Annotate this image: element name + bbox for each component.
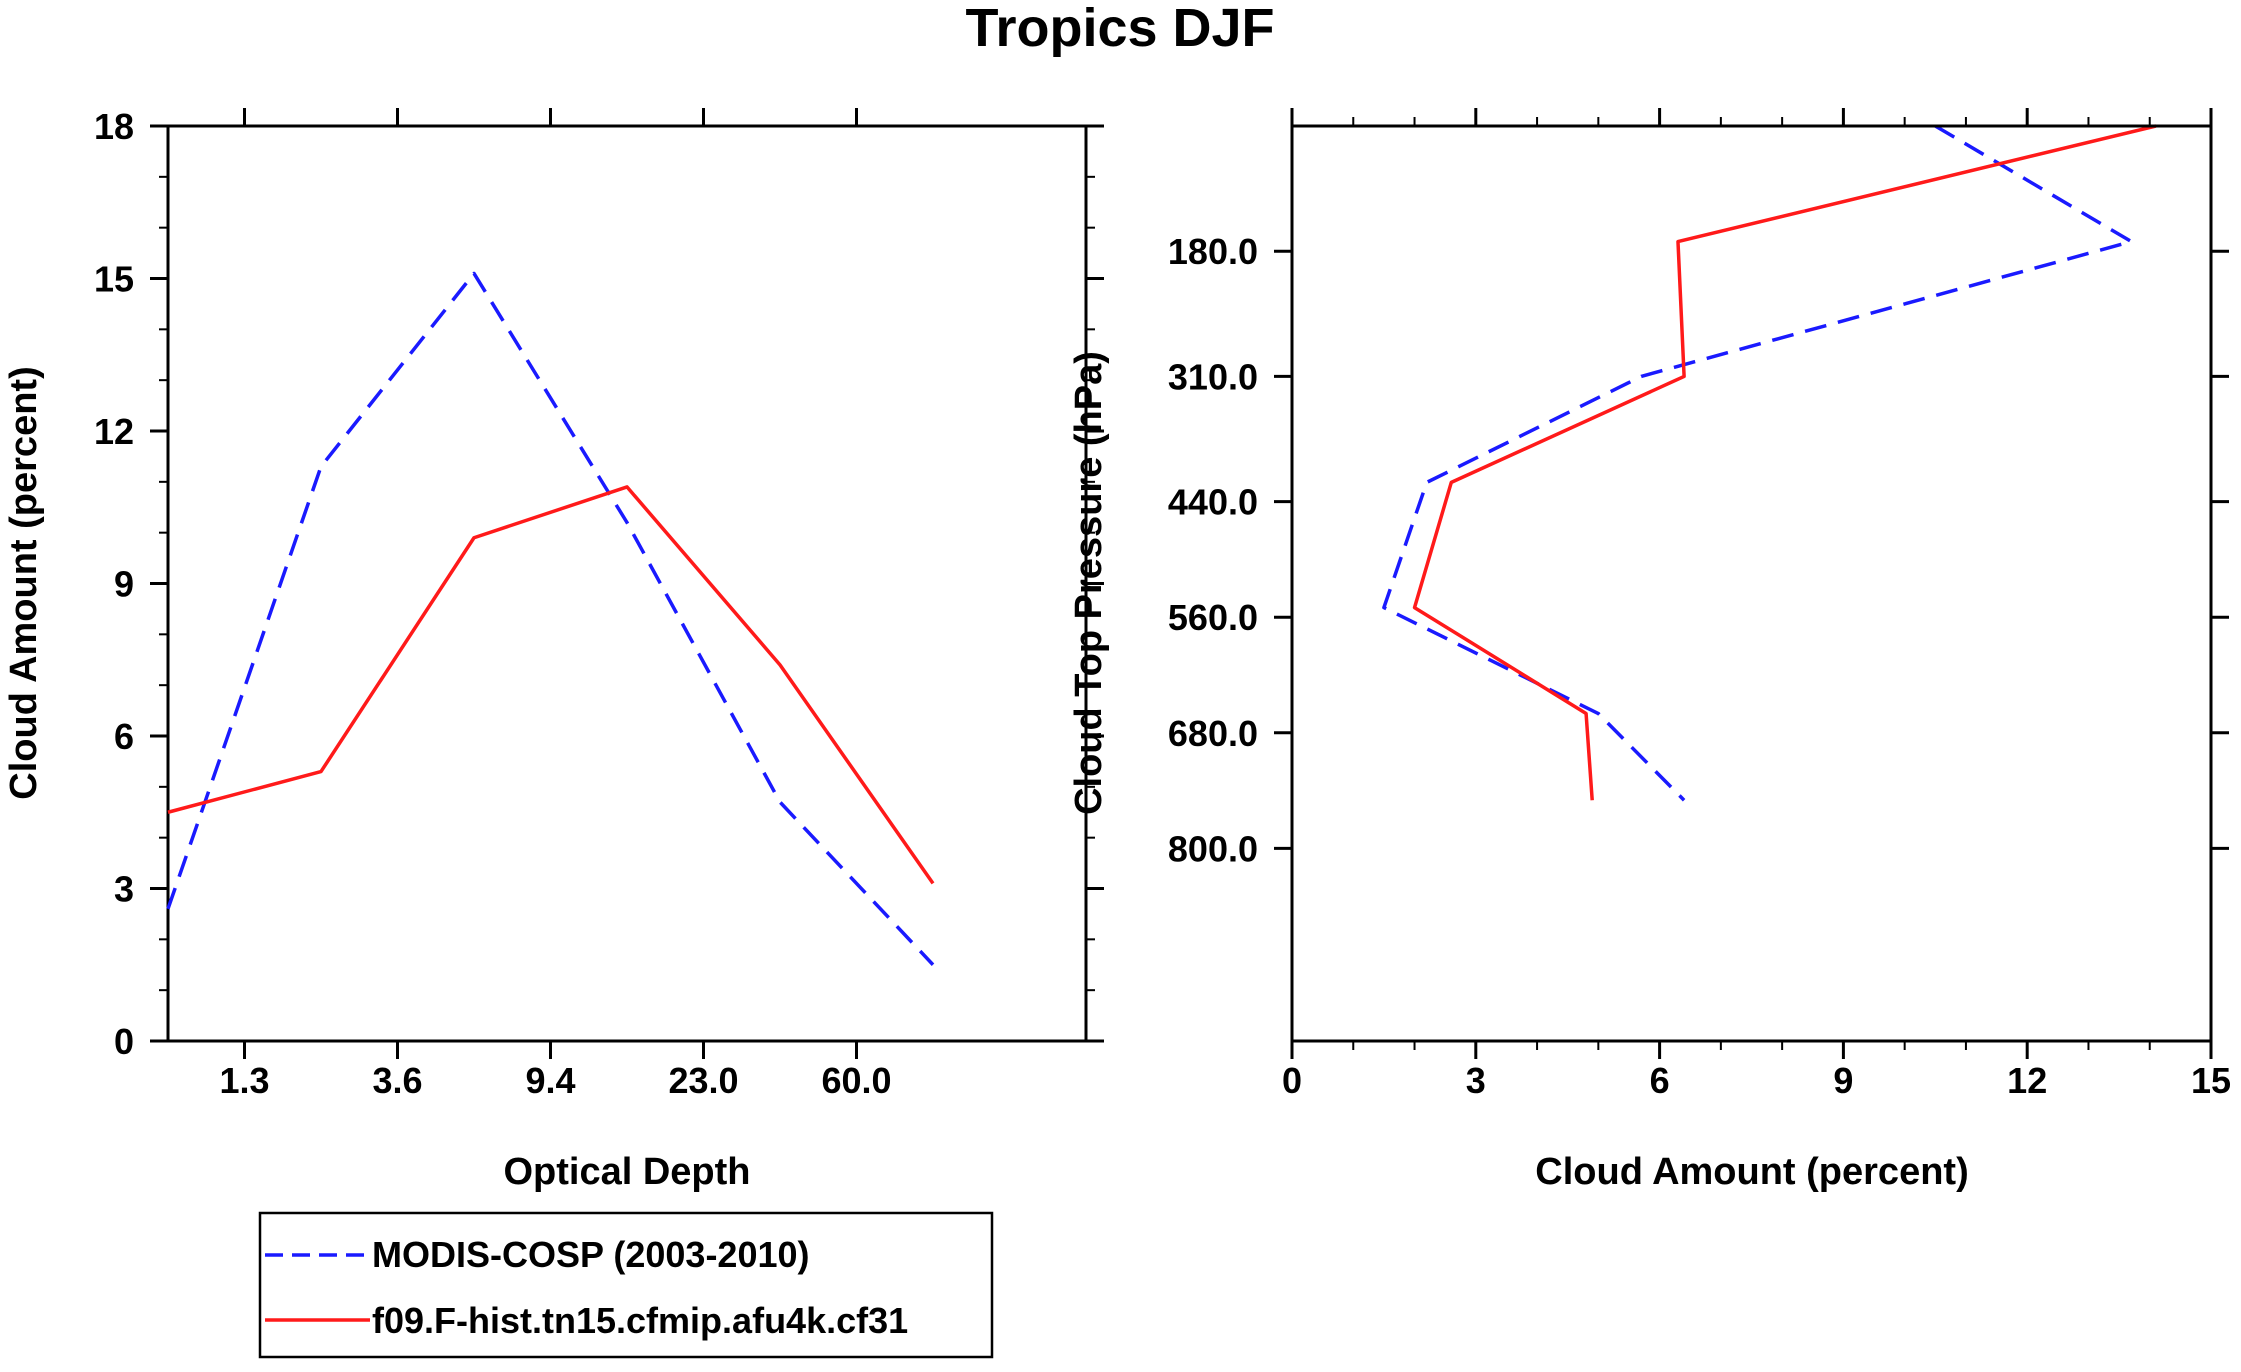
legend-label-model: f09.F-hist.tn15.cfmip.afu4k.cf31 — [372, 1300, 908, 1341]
right-x-tick-label: 6 — [1650, 1060, 1670, 1101]
left-x-tick-label: 3.6 — [372, 1060, 422, 1101]
legend: MODIS-COSP (2003-2010) f09.F-hist.tn15.c… — [258, 1211, 994, 1359]
right-x-tick-label: 9 — [1833, 1060, 1853, 1101]
left-panel: 0 3 6 9 12 15 18 1.3 3.6 9.4 23.0 60.0 Optical Depth… — [3, 106, 1104, 1193]
right-x-tick-label: 3 — [1466, 1060, 1486, 1101]
right-y-tick-label: 180.0 — [1168, 231, 1258, 272]
right-x-tick-label: 0 — [1282, 1060, 1302, 1101]
right-plot-frame — [1290, 124, 2213, 1043]
right-y-tick-label: 800.0 — [1168, 828, 1258, 869]
left-y-tick-label: 18 — [94, 106, 134, 147]
legend-box — [258, 1211, 994, 1359]
right-y-tick-label: 310.0 — [1168, 356, 1258, 397]
right-x-tick-label: 12 — [2007, 1060, 2047, 1101]
right-x-tick-label: 15 — [2191, 1060, 2231, 1101]
right-y-tick-label: 680.0 — [1168, 713, 1258, 754]
left-y-tick-label: 15 — [94, 259, 134, 300]
right-panel: 180.0 310.0 440.0 560.0 680.0 800.0 0 3 6 9 12 15 Cl… — [1068, 108, 2231, 1193]
left-x-tick-label: 9.4 — [525, 1060, 575, 1101]
left-y-tick-label: 6 — [114, 716, 134, 757]
right-y-axis-label: Cloud Top Pressure (hPa) — [1068, 351, 1110, 815]
left-x-tick-label: 60.0 — [821, 1060, 891, 1101]
left-series-obs-line — [166, 271, 935, 966]
left-y-tick-label: 3 — [114, 869, 134, 910]
left-y-tick-label: 12 — [94, 411, 134, 452]
left-x-tick-label: 23.0 — [668, 1060, 738, 1101]
right-y-tick-label: 560.0 — [1168, 597, 1258, 638]
right-series-model-line — [1412, 124, 2157, 801]
right-series-obs-line — [1382, 124, 2134, 802]
left-y-tick-label: 9 — [114, 564, 134, 605]
right-x-axis-label: Cloud Amount (percent) — [1535, 1151, 1968, 1193]
left-x-axis-label: Optical Depth — [503, 1151, 750, 1193]
right-y-tick-label: 440.0 — [1168, 482, 1258, 523]
left-y-axis-label: Cloud Amount (percent) — [3, 366, 45, 799]
left-plot-frame — [166, 124, 1088, 1043]
left-y-tick-label: 0 — [114, 1021, 134, 1062]
left-series-model-line — [167, 485, 935, 885]
chart-title: Tropics DJF — [965, 0, 1274, 58]
left-x-tick-label: 1.3 — [219, 1060, 269, 1101]
legend-label-obs: MODIS-COSP (2003-2010) — [372, 1234, 810, 1275]
